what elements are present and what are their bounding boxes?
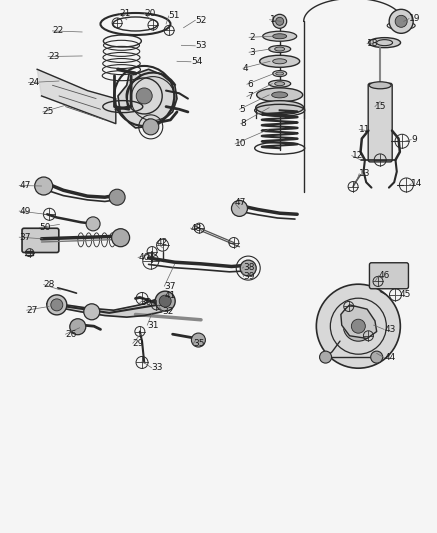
Text: 31: 31 <box>147 321 159 329</box>
Text: 13: 13 <box>359 169 371 178</box>
Text: 26: 26 <box>66 330 77 338</box>
Text: 23: 23 <box>48 52 59 61</box>
Text: 38: 38 <box>243 263 255 271</box>
Text: 53: 53 <box>195 42 207 50</box>
Ellipse shape <box>368 38 401 47</box>
Text: 24: 24 <box>28 78 40 87</box>
Circle shape <box>86 217 100 231</box>
Text: 4: 4 <box>243 64 249 72</box>
Ellipse shape <box>263 31 297 41</box>
Text: 44: 44 <box>384 353 395 362</box>
Ellipse shape <box>369 82 391 89</box>
Text: 2: 2 <box>249 33 255 42</box>
Circle shape <box>35 177 53 195</box>
Circle shape <box>351 319 365 333</box>
Text: 48: 48 <box>191 224 202 232</box>
Text: 19: 19 <box>409 14 420 23</box>
Ellipse shape <box>273 59 287 64</box>
Polygon shape <box>118 69 177 128</box>
Circle shape <box>143 119 159 135</box>
Text: 20: 20 <box>144 9 156 18</box>
Ellipse shape <box>257 88 303 102</box>
Text: 33: 33 <box>152 364 163 372</box>
Ellipse shape <box>275 47 284 51</box>
Circle shape <box>159 295 171 307</box>
Text: 5: 5 <box>239 105 245 114</box>
Text: 15: 15 <box>375 102 386 111</box>
Circle shape <box>70 319 86 335</box>
Text: 32: 32 <box>163 308 174 316</box>
Text: 9: 9 <box>411 135 417 144</box>
Ellipse shape <box>276 72 284 75</box>
Ellipse shape <box>272 92 288 98</box>
Text: 7: 7 <box>247 92 253 101</box>
Circle shape <box>232 200 247 216</box>
Text: 45: 45 <box>399 290 411 299</box>
Circle shape <box>51 299 63 311</box>
Circle shape <box>240 260 256 276</box>
Ellipse shape <box>256 101 304 115</box>
Text: 11: 11 <box>359 125 371 134</box>
Circle shape <box>371 351 383 363</box>
Text: 1: 1 <box>270 15 275 24</box>
Circle shape <box>111 229 130 247</box>
Circle shape <box>343 311 373 341</box>
Circle shape <box>155 291 175 311</box>
Text: 52: 52 <box>195 16 207 25</box>
Circle shape <box>47 295 67 315</box>
Text: 14: 14 <box>411 180 423 188</box>
Text: 8: 8 <box>241 119 246 128</box>
Text: 50: 50 <box>39 223 51 232</box>
Text: 21: 21 <box>119 9 130 18</box>
Ellipse shape <box>269 80 291 87</box>
Circle shape <box>395 15 407 27</box>
Text: 28: 28 <box>44 280 55 289</box>
Text: 18: 18 <box>367 39 378 48</box>
Ellipse shape <box>273 34 287 39</box>
Text: 10: 10 <box>235 140 246 148</box>
Text: 12: 12 <box>352 151 363 160</box>
Text: 27: 27 <box>27 306 38 314</box>
Text: 37: 37 <box>19 233 31 241</box>
Circle shape <box>389 9 413 34</box>
Circle shape <box>84 304 100 320</box>
Ellipse shape <box>269 45 291 53</box>
Circle shape <box>191 333 205 347</box>
Polygon shape <box>37 69 116 124</box>
Text: 39: 39 <box>243 272 255 281</box>
Text: 37: 37 <box>164 282 176 290</box>
FancyBboxPatch shape <box>368 83 392 162</box>
FancyBboxPatch shape <box>22 228 59 253</box>
Ellipse shape <box>260 55 300 67</box>
Circle shape <box>136 88 152 104</box>
Text: 30: 30 <box>140 298 151 307</box>
Ellipse shape <box>273 70 287 77</box>
Text: 41: 41 <box>164 292 176 300</box>
Text: 49: 49 <box>19 207 31 215</box>
Text: 40: 40 <box>138 253 149 262</box>
Text: 54: 54 <box>191 58 202 66</box>
Polygon shape <box>47 297 170 317</box>
Text: 42: 42 <box>156 238 168 247</box>
Circle shape <box>276 17 284 26</box>
Circle shape <box>319 351 332 363</box>
Circle shape <box>273 14 287 28</box>
Text: 43: 43 <box>384 325 395 334</box>
Text: 3: 3 <box>249 48 255 56</box>
Circle shape <box>109 189 125 205</box>
Text: 51: 51 <box>169 12 180 20</box>
Text: 25: 25 <box>43 108 54 116</box>
Text: 46: 46 <box>379 271 390 280</box>
Text: 22: 22 <box>52 27 64 35</box>
Text: 29: 29 <box>133 339 144 348</box>
Text: 35: 35 <box>193 340 205 348</box>
Text: 6: 6 <box>247 80 253 88</box>
Ellipse shape <box>275 82 284 86</box>
Circle shape <box>316 284 400 368</box>
Text: 47: 47 <box>234 198 246 207</box>
Text: 47: 47 <box>19 181 31 190</box>
Polygon shape <box>341 305 377 338</box>
FancyBboxPatch shape <box>369 263 409 289</box>
